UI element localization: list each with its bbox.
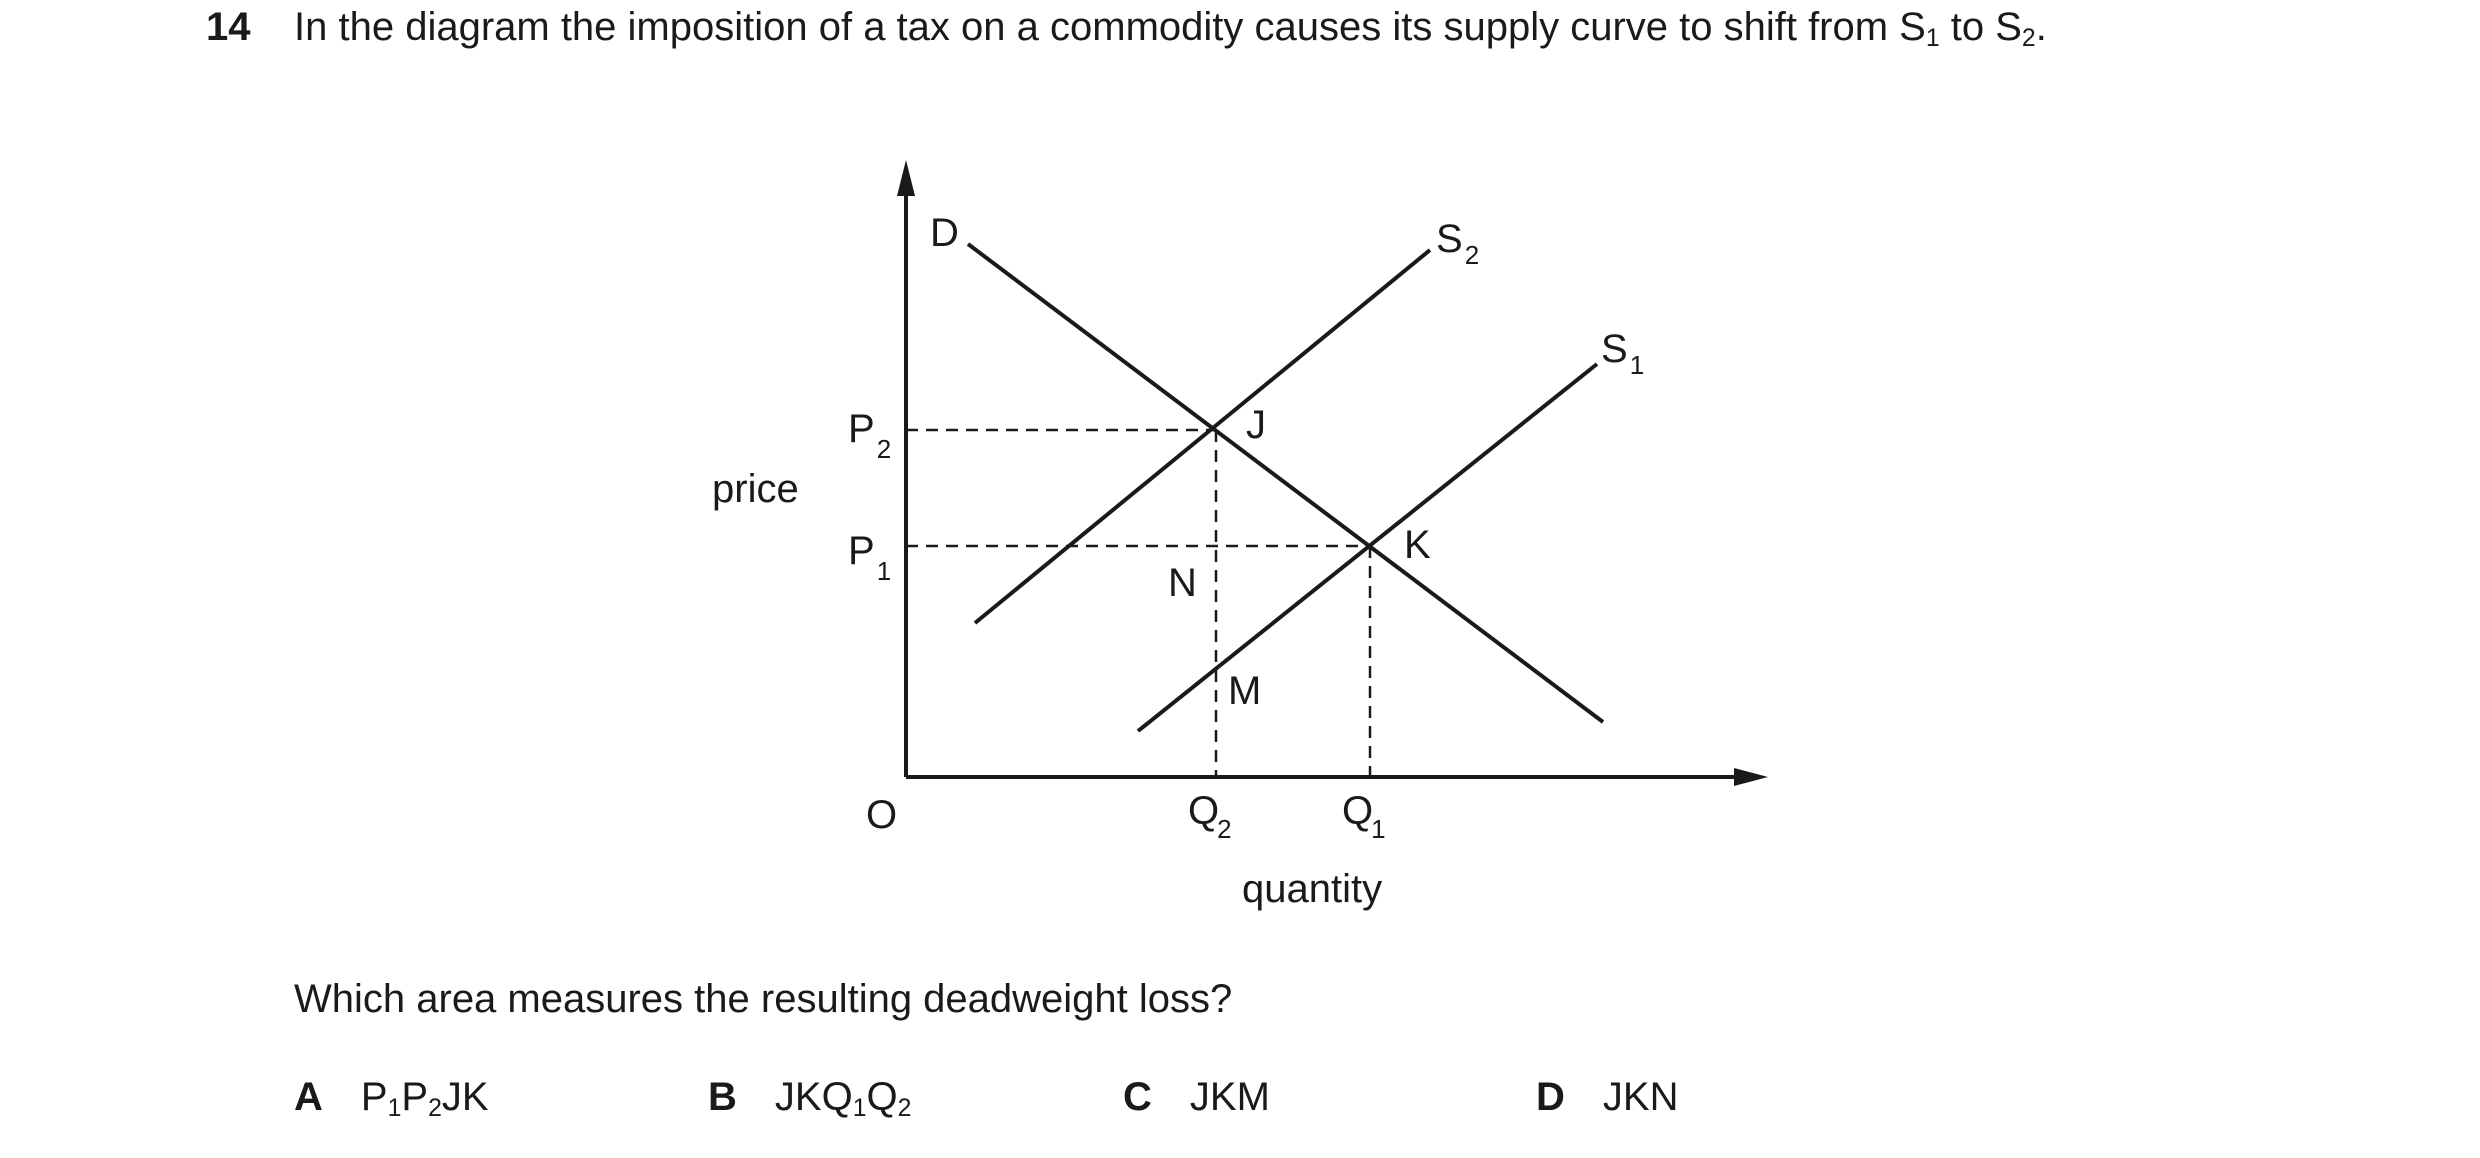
option-a-sub-2: 2: [428, 1095, 442, 1123]
s1-label-sub: 1: [1630, 350, 1644, 380]
demand-label: D: [930, 211, 959, 255]
option-c[interactable]: C JKM: [1123, 1070, 1270, 1124]
option-a-part-jk: JK: [441, 1075, 489, 1119]
option-b-part-jkq: JKQ: [774, 1075, 853, 1119]
question-number: 14: [206, 5, 251, 49]
option-c-text: JKM: [1189, 1075, 1270, 1119]
stem-text-1: In the diagram the imposition of a tax o…: [294, 5, 1926, 49]
point-n-label: N: [1168, 561, 1197, 605]
option-d-letter: D: [1536, 1075, 1565, 1119]
option-d-text: JKN: [1602, 1075, 1679, 1119]
x-axis-arrowhead: [1734, 768, 1768, 786]
s1-label-main: S: [1601, 327, 1628, 371]
supply-curve-s1: [1136, 362, 1599, 733]
demand-curve: [966, 242, 1605, 724]
p1-label-main: P: [848, 529, 875, 573]
supply-curve-s2: [973, 248, 1432, 625]
option-a-sub-1: 1: [387, 1095, 402, 1123]
option-b-letter: B: [708, 1075, 737, 1119]
s2-label: S2: [1436, 217, 1479, 270]
stem-text-3: .: [2035, 5, 2047, 49]
s1-label: S1: [1601, 327, 1644, 380]
option-a-part-p: P: [401, 1075, 429, 1119]
p2-label-sub: 2: [877, 434, 891, 464]
q1-label-main: Q: [1342, 789, 1373, 833]
p2-label-main: P: [848, 407, 875, 451]
p1-label-sub: 1: [877, 556, 891, 586]
option-c-letter: C: [1123, 1075, 1152, 1119]
y-axis-label: price: [712, 467, 799, 511]
point-j-label: J: [1246, 403, 1266, 447]
question-stem: In the diagram the imposition of a tax o…: [294, 0, 2274, 54]
option-a[interactable]: A P1P2JK: [294, 1070, 489, 1124]
option-a-letter: A: [294, 1075, 323, 1119]
option-b-text: JKQ1Q2: [774, 1075, 912, 1123]
option-b-part-q: Q: [866, 1075, 898, 1119]
question-text: Which area measures the resulting deadwe…: [294, 977, 1233, 1021]
option-d[interactable]: D JKN: [1536, 1070, 1678, 1124]
option-b[interactable]: B JKQ1Q2: [708, 1070, 911, 1124]
q2-label: Q2: [1188, 789, 1232, 844]
stem-s2-subscript: 2: [2021, 25, 2036, 53]
q1-label: Q1: [1342, 789, 1386, 844]
p2-label: P2: [848, 407, 891, 464]
option-a-text: P1P2JK: [360, 1075, 489, 1123]
q1-label-sub: 1: [1371, 814, 1385, 844]
q2-label-sub: 2: [1217, 814, 1231, 844]
option-a-part-p: P: [360, 1075, 388, 1119]
s2-label-sub: 2: [1465, 240, 1479, 270]
option-b-sub-1: 1: [852, 1095, 867, 1123]
option-b-sub-2: 2: [897, 1095, 912, 1123]
q2-label-main: Q: [1188, 789, 1219, 833]
s2-label-main: S: [1436, 217, 1463, 261]
stem-s1-subscript: 1: [1925, 25, 1940, 53]
origin-label: O: [866, 793, 897, 837]
stem-text-2: to S: [1939, 5, 2022, 49]
y-axis-arrowhead: [897, 160, 915, 196]
p1-label: P1: [848, 529, 891, 586]
point-k-label: K: [1404, 523, 1431, 567]
point-m-label: M: [1228, 669, 1261, 713]
x-axis-label: quantity: [1242, 867, 1382, 911]
